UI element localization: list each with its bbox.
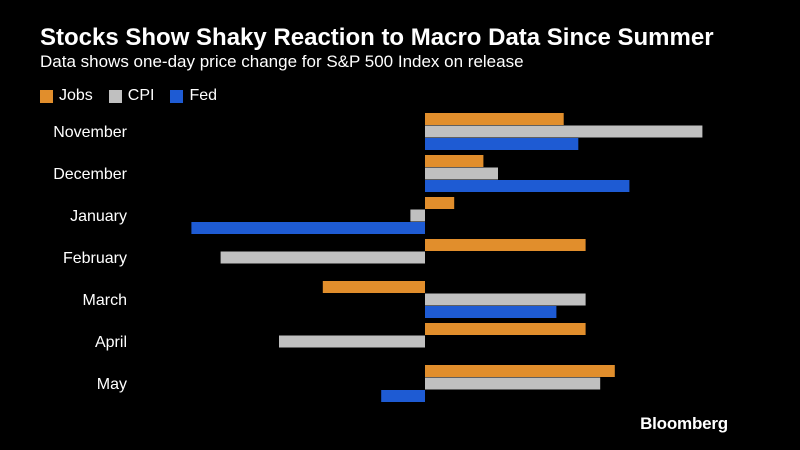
bar-cpi-april (279, 335, 425, 348)
bar-jobs-april (425, 323, 586, 335)
bar-fed-december (425, 180, 630, 192)
bar-cpi-march (425, 293, 586, 306)
legend-entry-cpi: CPI (108, 87, 155, 105)
bar-jobs-january (425, 197, 455, 209)
category-label-november: November (53, 124, 127, 141)
legend: Jobs CPI Fed (40, 87, 217, 105)
bar-group-february: February (63, 239, 586, 267)
legend-entry-fed: Fed (170, 87, 217, 105)
category-label-march: March (83, 292, 127, 309)
legend-label-cpi: CPI (127, 87, 155, 104)
bar-cpi-december (425, 167, 498, 180)
category-label-may: May (97, 376, 127, 393)
bar-fed-november (425, 138, 579, 150)
category-label-january: January (70, 208, 127, 225)
bar-jobs-february (425, 239, 586, 251)
bar-cpi-november (425, 125, 703, 138)
legend-label-jobs: Jobs (59, 87, 93, 104)
category-label-february: February (63, 250, 127, 267)
legend-swatch-fed (170, 89, 184, 103)
bar-fed-may (381, 390, 425, 402)
bar-group-november: November (53, 113, 703, 150)
legend-swatch-jobs (40, 89, 53, 103)
bar-fed-january (191, 222, 425, 234)
category-label-april: April (95, 334, 127, 351)
bar-jobs-december (425, 155, 484, 167)
bar-group-december: December (53, 155, 630, 192)
bar-cpi-february (220, 251, 425, 264)
legend-swatch-cpi (108, 89, 122, 103)
legend-entry-jobs: Jobs (40, 87, 93, 105)
category-label-december: December (53, 166, 127, 183)
bar-fed-march (425, 306, 557, 318)
bar-group-may: May (97, 365, 615, 402)
bar-jobs-may (425, 365, 615, 377)
legend-label-fed: Fed (189, 87, 218, 104)
bar-cpi-january (410, 209, 425, 222)
bar-group-march: March (83, 281, 586, 318)
bar-cpi-may (425, 377, 601, 390)
bar-group-january: January (70, 197, 455, 234)
bar-group-april: April (95, 323, 586, 351)
chart-title: Stocks Show Shaky Reaction to Macro Data… (40, 24, 714, 51)
chart-subtitle: Data shows one-day price change for S&P … (40, 52, 524, 71)
source-label: Bloomberg (640, 414, 728, 433)
bar-jobs-november (425, 113, 564, 125)
bar-jobs-march (322, 281, 425, 293)
